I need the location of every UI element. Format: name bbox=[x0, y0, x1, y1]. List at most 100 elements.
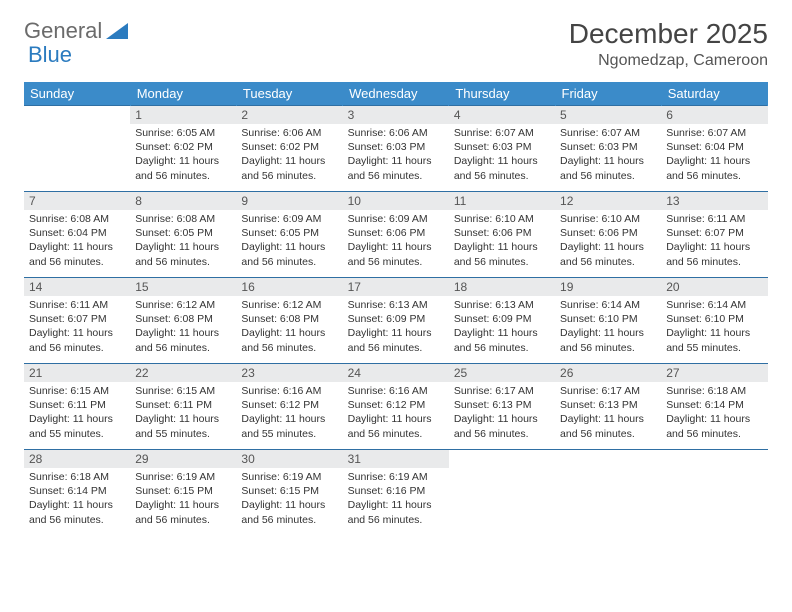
month-title: December 2025 bbox=[569, 18, 768, 50]
calendar-cell: 15Sunrise: 6:12 AMSunset: 6:08 PMDayligh… bbox=[130, 278, 236, 364]
day-number: 5 bbox=[555, 106, 661, 124]
calendar-cell: 23Sunrise: 6:16 AMSunset: 6:12 PMDayligh… bbox=[236, 364, 342, 450]
day-details: Sunrise: 6:08 AMSunset: 6:05 PMDaylight:… bbox=[130, 210, 236, 273]
day-number: 19 bbox=[555, 278, 661, 296]
day-details: Sunrise: 6:07 AMSunset: 6:03 PMDaylight:… bbox=[555, 124, 661, 187]
day-details: Sunrise: 6:12 AMSunset: 6:08 PMDaylight:… bbox=[130, 296, 236, 359]
calendar-cell: 29Sunrise: 6:19 AMSunset: 6:15 PMDayligh… bbox=[130, 450, 236, 536]
calendar-cell: 5Sunrise: 6:07 AMSunset: 6:03 PMDaylight… bbox=[555, 106, 661, 192]
calendar-cell: 9Sunrise: 6:09 AMSunset: 6:05 PMDaylight… bbox=[236, 192, 342, 278]
calendar-cell: 22Sunrise: 6:15 AMSunset: 6:11 PMDayligh… bbox=[130, 364, 236, 450]
day-details: Sunrise: 6:18 AMSunset: 6:14 PMDaylight:… bbox=[24, 468, 130, 531]
day-details: Sunrise: 6:15 AMSunset: 6:11 PMDaylight:… bbox=[130, 382, 236, 445]
calendar-cell: 21Sunrise: 6:15 AMSunset: 6:11 PMDayligh… bbox=[24, 364, 130, 450]
calendar-cell-empty bbox=[555, 450, 661, 536]
weekday-header: Sunday bbox=[24, 82, 130, 106]
day-details: Sunrise: 6:11 AMSunset: 6:07 PMDaylight:… bbox=[661, 210, 767, 273]
day-details: Sunrise: 6:17 AMSunset: 6:13 PMDaylight:… bbox=[449, 382, 555, 445]
day-number: 11 bbox=[449, 192, 555, 210]
day-number: 9 bbox=[236, 192, 342, 210]
calendar-cell: 27Sunrise: 6:18 AMSunset: 6:14 PMDayligh… bbox=[661, 364, 767, 450]
calendar-row: 21Sunrise: 6:15 AMSunset: 6:11 PMDayligh… bbox=[24, 364, 768, 450]
calendar-cell: 7Sunrise: 6:08 AMSunset: 6:04 PMDaylight… bbox=[24, 192, 130, 278]
day-details: Sunrise: 6:19 AMSunset: 6:15 PMDaylight:… bbox=[236, 468, 342, 531]
day-details: Sunrise: 6:16 AMSunset: 6:12 PMDaylight:… bbox=[343, 382, 449, 445]
day-details: Sunrise: 6:06 AMSunset: 6:02 PMDaylight:… bbox=[236, 124, 342, 187]
calendar-table: SundayMondayTuesdayWednesdayThursdayFrid… bbox=[24, 82, 768, 536]
day-number: 8 bbox=[130, 192, 236, 210]
day-number: 17 bbox=[343, 278, 449, 296]
calendar-head: SundayMondayTuesdayWednesdayThursdayFrid… bbox=[24, 82, 768, 106]
calendar-cell: 24Sunrise: 6:16 AMSunset: 6:12 PMDayligh… bbox=[343, 364, 449, 450]
calendar-cell: 17Sunrise: 6:13 AMSunset: 6:09 PMDayligh… bbox=[343, 278, 449, 364]
calendar-cell: 12Sunrise: 6:10 AMSunset: 6:06 PMDayligh… bbox=[555, 192, 661, 278]
calendar-cell: 6Sunrise: 6:07 AMSunset: 6:04 PMDaylight… bbox=[661, 106, 767, 192]
calendar-cell-empty bbox=[24, 106, 130, 192]
day-details: Sunrise: 6:10 AMSunset: 6:06 PMDaylight:… bbox=[449, 210, 555, 273]
calendar-cell: 20Sunrise: 6:14 AMSunset: 6:10 PMDayligh… bbox=[661, 278, 767, 364]
day-number: 7 bbox=[24, 192, 130, 210]
day-details: Sunrise: 6:16 AMSunset: 6:12 PMDaylight:… bbox=[236, 382, 342, 445]
weekday-header: Saturday bbox=[661, 82, 767, 106]
calendar-row: 7Sunrise: 6:08 AMSunset: 6:04 PMDaylight… bbox=[24, 192, 768, 278]
logo: General bbox=[24, 18, 130, 44]
day-number: 24 bbox=[343, 364, 449, 382]
calendar-cell: 30Sunrise: 6:19 AMSunset: 6:15 PMDayligh… bbox=[236, 450, 342, 536]
weekday-header: Thursday bbox=[449, 82, 555, 106]
calendar-cell: 28Sunrise: 6:18 AMSunset: 6:14 PMDayligh… bbox=[24, 450, 130, 536]
day-number: 31 bbox=[343, 450, 449, 468]
day-details: Sunrise: 6:06 AMSunset: 6:03 PMDaylight:… bbox=[343, 124, 449, 187]
calendar-cell: 18Sunrise: 6:13 AMSunset: 6:09 PMDayligh… bbox=[449, 278, 555, 364]
weekday-header: Friday bbox=[555, 82, 661, 106]
calendar-row: 14Sunrise: 6:11 AMSunset: 6:07 PMDayligh… bbox=[24, 278, 768, 364]
day-number: 25 bbox=[449, 364, 555, 382]
calendar-cell: 10Sunrise: 6:09 AMSunset: 6:06 PMDayligh… bbox=[343, 192, 449, 278]
calendar-row: 1Sunrise: 6:05 AMSunset: 6:02 PMDaylight… bbox=[24, 106, 768, 192]
day-details: Sunrise: 6:15 AMSunset: 6:11 PMDaylight:… bbox=[24, 382, 130, 445]
title-block: December 2025 Ngomedzap, Cameroon bbox=[569, 18, 768, 70]
header: General December 2025 Ngomedzap, Cameroo… bbox=[24, 18, 768, 70]
day-number: 10 bbox=[343, 192, 449, 210]
calendar-cell: 8Sunrise: 6:08 AMSunset: 6:05 PMDaylight… bbox=[130, 192, 236, 278]
day-details: Sunrise: 6:18 AMSunset: 6:14 PMDaylight:… bbox=[661, 382, 767, 445]
logo-text-blue: Blue bbox=[28, 42, 72, 68]
day-number: 20 bbox=[661, 278, 767, 296]
calendar-cell: 14Sunrise: 6:11 AMSunset: 6:07 PMDayligh… bbox=[24, 278, 130, 364]
day-number: 15 bbox=[130, 278, 236, 296]
day-details: Sunrise: 6:19 AMSunset: 6:16 PMDaylight:… bbox=[343, 468, 449, 531]
day-details: Sunrise: 6:08 AMSunset: 6:04 PMDaylight:… bbox=[24, 210, 130, 273]
day-details: Sunrise: 6:14 AMSunset: 6:10 PMDaylight:… bbox=[555, 296, 661, 359]
day-details: Sunrise: 6:11 AMSunset: 6:07 PMDaylight:… bbox=[24, 296, 130, 359]
day-details: Sunrise: 6:10 AMSunset: 6:06 PMDaylight:… bbox=[555, 210, 661, 273]
calendar-body: 1Sunrise: 6:05 AMSunset: 6:02 PMDaylight… bbox=[24, 106, 768, 536]
calendar-cell: 13Sunrise: 6:11 AMSunset: 6:07 PMDayligh… bbox=[661, 192, 767, 278]
day-number: 13 bbox=[661, 192, 767, 210]
day-details: Sunrise: 6:09 AMSunset: 6:05 PMDaylight:… bbox=[236, 210, 342, 273]
weekday-header: Wednesday bbox=[343, 82, 449, 106]
day-number: 28 bbox=[24, 450, 130, 468]
day-details: Sunrise: 6:13 AMSunset: 6:09 PMDaylight:… bbox=[343, 296, 449, 359]
calendar-cell: 19Sunrise: 6:14 AMSunset: 6:10 PMDayligh… bbox=[555, 278, 661, 364]
day-number: 14 bbox=[24, 278, 130, 296]
day-number: 16 bbox=[236, 278, 342, 296]
day-number: 27 bbox=[661, 364, 767, 382]
day-number: 22 bbox=[130, 364, 236, 382]
day-details: Sunrise: 6:07 AMSunset: 6:03 PMDaylight:… bbox=[449, 124, 555, 187]
day-details: Sunrise: 6:17 AMSunset: 6:13 PMDaylight:… bbox=[555, 382, 661, 445]
weekday-header: Tuesday bbox=[236, 82, 342, 106]
day-details: Sunrise: 6:05 AMSunset: 6:02 PMDaylight:… bbox=[130, 124, 236, 187]
day-details: Sunrise: 6:09 AMSunset: 6:06 PMDaylight:… bbox=[343, 210, 449, 273]
weekday-header: Monday bbox=[130, 82, 236, 106]
calendar-cell: 1Sunrise: 6:05 AMSunset: 6:02 PMDaylight… bbox=[130, 106, 236, 192]
day-details: Sunrise: 6:07 AMSunset: 6:04 PMDaylight:… bbox=[661, 124, 767, 187]
calendar-cell: 16Sunrise: 6:12 AMSunset: 6:08 PMDayligh… bbox=[236, 278, 342, 364]
day-number: 29 bbox=[130, 450, 236, 468]
calendar-cell: 3Sunrise: 6:06 AMSunset: 6:03 PMDaylight… bbox=[343, 106, 449, 192]
calendar-cell-empty bbox=[449, 450, 555, 536]
day-details: Sunrise: 6:14 AMSunset: 6:10 PMDaylight:… bbox=[661, 296, 767, 359]
day-number: 6 bbox=[661, 106, 767, 124]
calendar-cell: 31Sunrise: 6:19 AMSunset: 6:16 PMDayligh… bbox=[343, 450, 449, 536]
calendar-row: 28Sunrise: 6:18 AMSunset: 6:14 PMDayligh… bbox=[24, 450, 768, 536]
day-number: 30 bbox=[236, 450, 342, 468]
day-number: 12 bbox=[555, 192, 661, 210]
